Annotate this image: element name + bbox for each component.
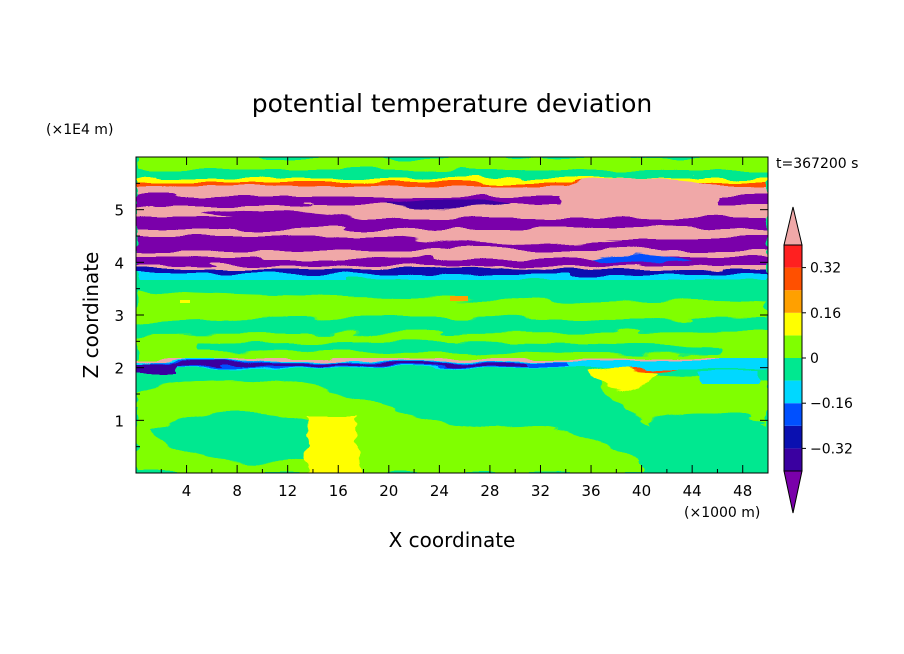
layer-navy bbox=[136, 270, 768, 276]
purple-lens-2 bbox=[200, 210, 360, 221]
y-axis-label: Z coordinate bbox=[79, 252, 103, 379]
pink-lens-1 bbox=[400, 233, 620, 245]
pink-dome bbox=[560, 178, 720, 206]
x-tick-label: 40 bbox=[632, 482, 651, 500]
lower-cyan-swirl bbox=[150, 411, 342, 463]
layer-pink-3 bbox=[136, 229, 768, 239]
blue-fleck bbox=[590, 255, 690, 264]
x-tick-label: 24 bbox=[430, 482, 449, 500]
layer-purple-3 bbox=[136, 238, 768, 252]
colorbar-bottom-arrow bbox=[783, 470, 803, 514]
y-tick-label: 4 bbox=[114, 254, 124, 272]
upper-region bbox=[136, 157, 768, 280]
colorbar-tick-label: −0.32 bbox=[810, 441, 853, 457]
colorbar-segment bbox=[784, 335, 802, 358]
colorbar-segment bbox=[784, 245, 802, 268]
x-tick-label: 36 bbox=[581, 482, 600, 500]
colorbar-tick-label: 0.16 bbox=[810, 306, 841, 322]
x-tick-label: 48 bbox=[733, 482, 752, 500]
purple-lens-1 bbox=[380, 199, 510, 211]
lower-right-cyan bbox=[650, 414, 768, 473]
x-tick-label: 32 bbox=[531, 482, 550, 500]
x-tick-label: 8 bbox=[232, 482, 242, 500]
layer-purple-4 bbox=[136, 258, 768, 268]
y-tick-label: 1 bbox=[114, 412, 124, 430]
colorbar-top-arrow bbox=[783, 206, 803, 246]
y-axis: 1 2 3 4 5 bbox=[114, 182, 768, 448]
navy-fleck bbox=[420, 267, 580, 275]
colorbar-segment bbox=[784, 425, 802, 449]
y-tick-label: 3 bbox=[114, 307, 124, 325]
y-unit-label: (×1E4 m) bbox=[46, 122, 113, 138]
colorbar-segment bbox=[784, 267, 802, 291]
right-yellow-patch bbox=[588, 367, 660, 390]
x-unit-label: (×1000 m) bbox=[684, 505, 760, 521]
colorbar-segment bbox=[784, 358, 802, 381]
colorbar-segment bbox=[784, 312, 802, 336]
contour-field bbox=[136, 157, 768, 473]
mid-cyan-streak bbox=[136, 318, 768, 334]
upper-red-rim bbox=[136, 180, 768, 188]
colorbar-tick-label: −0.16 bbox=[810, 396, 853, 412]
colorbar-segment bbox=[784, 448, 802, 471]
colorbar-segment bbox=[784, 403, 802, 426]
mid-cyan-streak-2 bbox=[200, 341, 720, 354]
y-tick-label: 5 bbox=[114, 202, 124, 220]
x-tick-label: 12 bbox=[278, 482, 297, 500]
layer-cyan-low bbox=[136, 275, 768, 280]
mid-patches bbox=[180, 296, 468, 303]
x-axis: 4 8 12 16 20 24 28 32 36 40 44 48 bbox=[160, 157, 752, 500]
x-tick-label: 16 bbox=[329, 482, 348, 500]
time-label: t=367200 s bbox=[776, 156, 858, 172]
upper-yellow-rim bbox=[136, 178, 768, 182]
y-tick-label: 2 bbox=[114, 360, 124, 378]
colorbar-tick-label: 0 bbox=[810, 351, 819, 367]
layer-purple-2 bbox=[136, 218, 768, 230]
layer-pink-4 bbox=[136, 250, 768, 259]
x-tick-label: 44 bbox=[683, 482, 702, 500]
x-tick-label: 28 bbox=[480, 482, 499, 500]
x-axis-label: X coordinate bbox=[389, 528, 516, 552]
colorbar-tick-label: 0.32 bbox=[810, 261, 841, 277]
colorbar: −0.32 −0.16 0 0.16 0.32 bbox=[783, 206, 853, 514]
colorbar-segment bbox=[784, 290, 802, 313]
yellow-plume bbox=[306, 414, 362, 473]
x-tick-label: 4 bbox=[182, 482, 192, 500]
chart-title: potential temperature deviation bbox=[252, 89, 652, 118]
x-tick-label: 20 bbox=[379, 482, 398, 500]
colorbar-segment bbox=[784, 380, 802, 404]
z2-negative-layer bbox=[136, 358, 768, 384]
